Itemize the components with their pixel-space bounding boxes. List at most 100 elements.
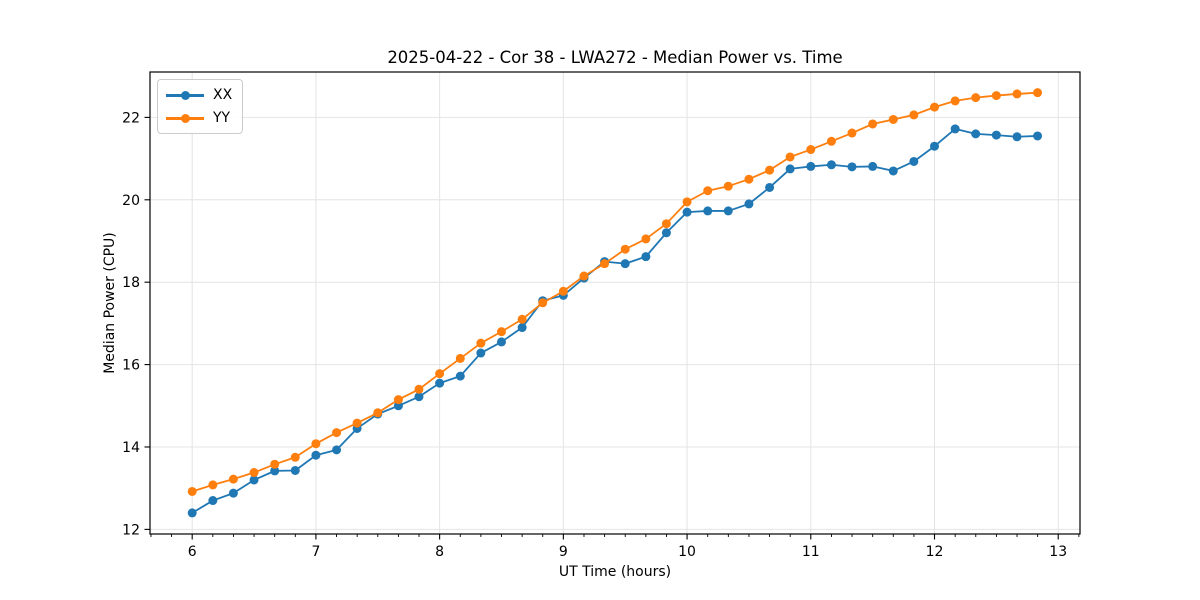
data-point-yy — [826, 136, 836, 146]
data-point-yy — [332, 428, 342, 438]
data-point-yy — [703, 186, 713, 196]
data-point-xx — [414, 392, 424, 402]
data-point-xx — [270, 466, 280, 476]
data-point-yy — [208, 480, 218, 490]
y-tick-label: 22 — [122, 110, 140, 126]
data-point-yy — [1012, 89, 1022, 99]
data-point-yy — [228, 474, 238, 484]
data-point-xx — [971, 129, 981, 139]
x-tick-label: 9 — [559, 544, 568, 560]
data-point-yy — [187, 486, 197, 496]
data-point-xx — [723, 206, 733, 216]
data-point-yy — [744, 174, 754, 184]
data-point-xx — [476, 348, 486, 358]
xx-series-swatch-icon — [166, 89, 204, 101]
data-point-yy — [620, 244, 630, 254]
data-point-yy — [249, 468, 259, 478]
y-tick-label: 18 — [122, 275, 140, 291]
x-tick-label: 8 — [435, 544, 444, 560]
data-point-yy — [785, 152, 795, 162]
data-point-xx — [208, 496, 218, 506]
data-point-yy — [806, 145, 816, 155]
data-point-yy — [393, 395, 403, 405]
data-point-yy — [476, 338, 486, 348]
data-point-xx — [682, 207, 692, 217]
data-point-xx — [228, 488, 238, 498]
data-point-xx — [249, 475, 259, 485]
legend-item-yy: YY — [166, 108, 232, 128]
data-point-yy — [558, 286, 568, 296]
data-point-xx — [868, 161, 878, 171]
data-point-xx — [888, 166, 898, 176]
data-point-yy — [765, 165, 775, 175]
chart-title: 2025-04-22 - Cor 38 - LWA272 - Median Po… — [387, 48, 843, 67]
data-point-yy — [435, 369, 445, 379]
legend-label-xx: XX — [213, 87, 233, 103]
data-point-yy — [888, 114, 898, 124]
x-tick-label: 11 — [802, 544, 820, 560]
data-point-yy — [930, 102, 940, 112]
data-point-xx — [187, 508, 197, 518]
data-point-yy — [868, 119, 878, 129]
data-point-yy — [991, 91, 1001, 101]
data-point-yy — [950, 96, 960, 106]
data-point-yy — [352, 418, 362, 428]
plot-frame — [149, 71, 1081, 535]
x-tick-label: 13 — [1049, 544, 1067, 560]
data-point-xx — [661, 228, 671, 238]
data-point-yy — [600, 259, 610, 269]
data-point-xx — [930, 141, 940, 151]
data-point-xx — [496, 337, 506, 347]
data-point-yy — [290, 452, 300, 462]
data-point-yy — [538, 298, 548, 308]
data-point-xx — [806, 161, 816, 171]
data-point-yy — [723, 181, 733, 191]
x-tick-label: 10 — [678, 544, 696, 560]
data-point-yy — [661, 219, 671, 229]
legend-label-yy: YY — [213, 110, 231, 126]
data-point-xx — [517, 323, 527, 333]
x-tick-label: 7 — [311, 544, 320, 560]
x-tick-label: 6 — [188, 544, 197, 560]
data-point-xx — [703, 206, 713, 216]
data-point-xx — [826, 160, 836, 170]
data-point-yy — [311, 439, 321, 449]
data-point-xx — [620, 259, 630, 269]
data-point-yy — [373, 408, 383, 418]
data-point-xx — [909, 156, 919, 166]
data-point-xx — [1033, 131, 1043, 141]
data-point-yy — [270, 459, 280, 469]
series-line-yy — [191, 91, 1038, 493]
data-point-xx — [847, 162, 857, 172]
data-point-yy — [641, 234, 651, 244]
data-point-xx — [332, 445, 342, 455]
data-point-xx — [290, 465, 300, 475]
data-point-yy — [847, 128, 857, 138]
data-point-xx — [765, 182, 775, 192]
y-axis-label: Median Power (CPU) — [102, 232, 118, 374]
data-point-yy — [455, 353, 465, 363]
y-tick-label: 14 — [122, 440, 140, 456]
data-point-xx — [641, 252, 651, 262]
data-point-xx — [785, 164, 795, 174]
legend: XX YY — [157, 79, 244, 134]
data-point-yy — [971, 93, 981, 103]
y-tick-label: 12 — [122, 522, 140, 538]
data-point-xx — [744, 199, 754, 209]
data-point-xx — [950, 124, 960, 134]
data-point-xx — [1012, 132, 1022, 142]
data-point-xx — [311, 450, 321, 460]
yy-series-swatch-icon — [166, 112, 204, 124]
y-tick-label: 16 — [122, 358, 140, 374]
y-tick-label: 20 — [122, 193, 140, 209]
data-point-xx — [393, 401, 403, 411]
data-point-xx — [991, 130, 1001, 140]
data-point-xx — [455, 371, 465, 381]
legend-item-xx: XX — [166, 85, 232, 105]
data-point-yy — [682, 197, 692, 207]
data-point-yy — [496, 327, 506, 337]
data-point-yy — [1033, 88, 1043, 98]
x-axis-label: UT Time (hours) — [558, 564, 672, 580]
